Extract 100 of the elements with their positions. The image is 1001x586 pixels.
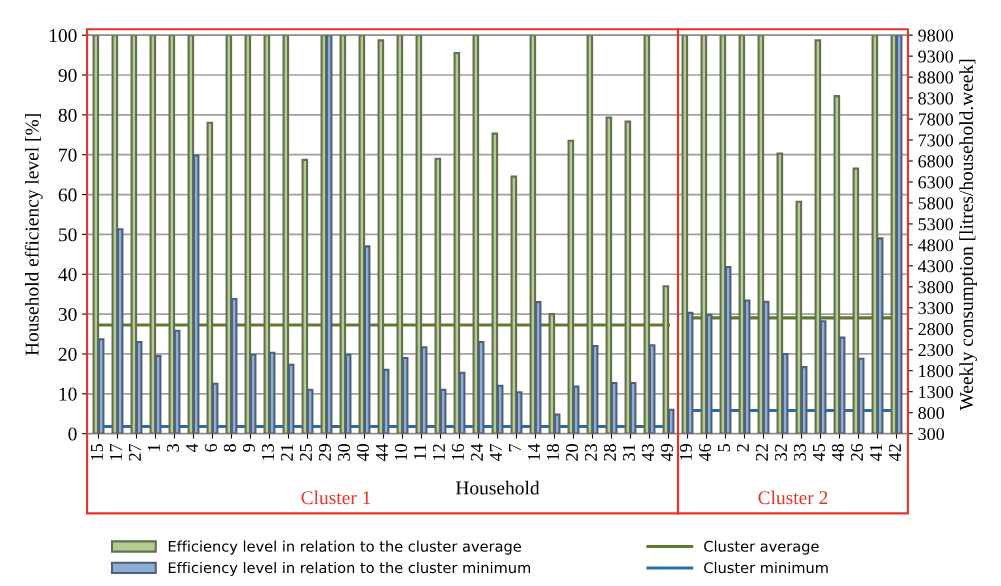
y2-tick-label: 6800	[918, 155, 954, 168]
bar	[420, 346, 428, 434]
bar	[876, 237, 884, 434]
bar	[439, 388, 447, 434]
bar	[724, 266, 732, 434]
bar	[857, 357, 865, 434]
y-tick-label: 90	[58, 68, 77, 82]
y2-tick-label: 5300	[918, 218, 954, 231]
y-tick-label: 50	[59, 228, 77, 242]
y2-tick-label: 9300	[918, 50, 954, 63]
x-tick-label: 17	[109, 443, 122, 460]
x-tick-label: 16	[451, 443, 465, 460]
y-tick-label: 20	[58, 347, 77, 361]
bar	[705, 313, 713, 434]
bar	[363, 245, 371, 434]
bar	[344, 353, 352, 434]
x-tick-label: 14	[527, 443, 540, 460]
y-tick-label: 100	[49, 28, 77, 43]
bar	[648, 344, 656, 434]
bar	[382, 368, 390, 434]
x-tick-label: 24	[470, 443, 483, 461]
x-tick-label: 22	[755, 444, 768, 461]
y-axis-title: Household efficiency level [%]	[24, 114, 43, 356]
bar	[895, 35, 903, 434]
bar	[306, 388, 314, 434]
bar	[534, 301, 542, 434]
x-tick-label: 20	[565, 444, 579, 461]
x-tick-label: 11	[413, 444, 426, 460]
x-tick-label: 32	[774, 444, 788, 461]
x-tick-label: 2	[736, 444, 749, 452]
bar	[686, 311, 694, 434]
x-tick-label: 29	[318, 444, 332, 461]
y2-tick-label: 1800	[919, 364, 954, 378]
bar	[762, 300, 770, 434]
x-tick-label: 44	[375, 443, 388, 462]
x-tick-label: 28	[603, 444, 617, 461]
y2-tick-label: 2300	[918, 344, 954, 357]
x-tick-label: 6	[204, 443, 218, 452]
y2-tick-label: 6300	[918, 176, 954, 189]
x-tick-label: 15	[90, 444, 104, 460]
bar	[287, 363, 295, 434]
bar	[553, 413, 561, 434]
x-tick-label: 42	[888, 444, 901, 462]
legend-label: Cluster average	[704, 540, 819, 555]
bar	[629, 381, 637, 434]
bar	[230, 297, 238, 434]
x-tick-label: 3	[166, 444, 180, 452]
y2-tick-label: 3300	[918, 302, 954, 315]
x-tick-label: 48	[831, 444, 845, 462]
bar	[477, 340, 485, 434]
y-tick-label: 70	[59, 148, 77, 162]
x-tick-label: 25	[299, 444, 313, 461]
bar	[838, 336, 846, 434]
bar	[154, 354, 162, 434]
x-tick-label: 31	[622, 444, 636, 461]
y2-tick-label: 5800	[918, 197, 954, 210]
bar	[249, 353, 257, 434]
y2-tick-label: 4300	[917, 260, 954, 273]
bar	[192, 154, 200, 434]
bar	[591, 344, 599, 434]
y2-tick-label: 800	[918, 406, 945, 420]
legend-label: Efficiency level in relation to the cluster minimum	[168, 561, 531, 577]
bar	[610, 381, 618, 434]
y-tick-label: 10	[59, 387, 77, 401]
y2-tick-label: 4800	[917, 239, 954, 252]
bar	[401, 356, 409, 434]
y2-tick-label: 8800	[918, 71, 954, 84]
bar	[800, 366, 808, 434]
y-tick-label: 40	[58, 268, 77, 282]
bar	[515, 391, 523, 434]
legend-label: Efficiency level in relation to the cluster average	[168, 540, 521, 555]
x-tick-label: 30	[337, 444, 351, 461]
bar	[496, 384, 504, 434]
x-tick-label: 18	[546, 444, 560, 460]
y2-axis-title: Weekly consumption [litres/household.week]	[959, 59, 977, 411]
x-tick-label: 9	[242, 444, 256, 452]
y-tick-label: 80	[58, 108, 77, 122]
x-tick-label: 7	[509, 443, 521, 452]
x-tick-label: 19	[679, 444, 693, 460]
x-tick-label: 41	[869, 444, 882, 462]
bar	[458, 371, 466, 434]
bar	[173, 329, 181, 434]
x-tick-label: 4	[185, 443, 198, 453]
bar	[743, 299, 751, 434]
text: Cluster 1	[301, 490, 371, 505]
x-tick-label: 8	[223, 444, 237, 452]
y2-tick-label: 7800	[918, 113, 954, 126]
bar	[116, 228, 124, 434]
x-tick-label: 49	[660, 444, 674, 462]
x-tick-label: 45	[812, 444, 826, 462]
bar	[97, 338, 105, 434]
y-tick-label: 30	[58, 307, 77, 322]
x-tick-label: 12	[432, 444, 445, 460]
x-tick-label: 21	[280, 444, 293, 461]
x-tick-label: 23	[584, 444, 598, 461]
x-tick-label: 43	[641, 444, 655, 462]
x-tick-label: 40	[356, 444, 370, 462]
x-axis-title: Household	[455, 480, 540, 495]
bar	[572, 385, 580, 434]
bar	[268, 351, 276, 434]
